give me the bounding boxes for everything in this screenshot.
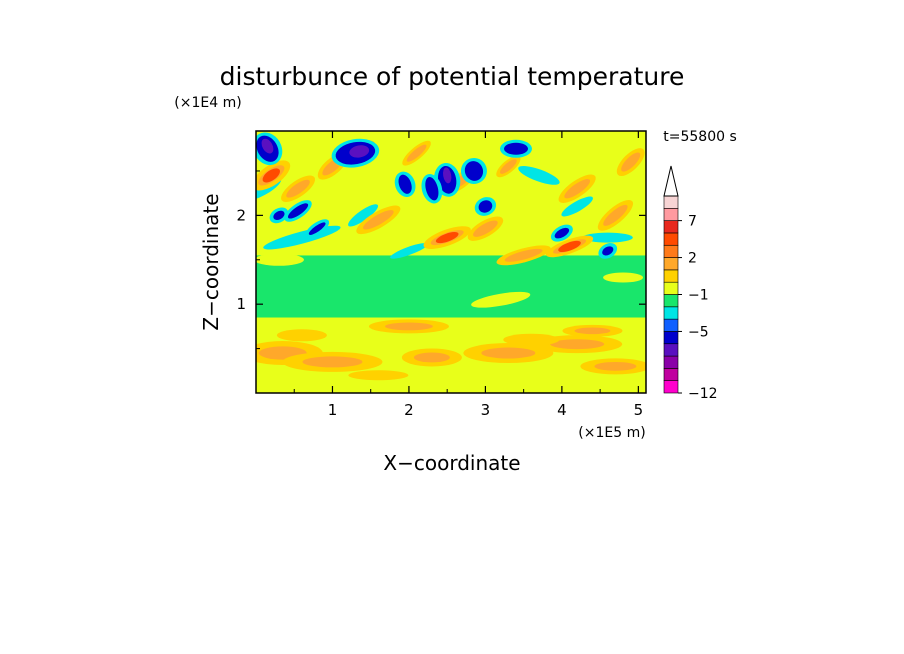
y-tick-label: 1 [236,295,246,313]
time-label: t=55800 s [663,129,737,145]
x-tick-label: 3 [481,401,491,419]
colorbar-swatch [663,331,679,345]
colorbar-label: −1 [688,288,709,304]
colorbar-label: 7 [688,214,697,230]
colorbar-label: −5 [688,324,709,340]
colorbar-swatch [663,281,679,295]
colorbar-label: −12 [688,386,718,402]
x-tick-label: 1 [328,401,338,419]
x-axis: 1 2 3 4 5 [293,131,644,419]
chart-title: disturbunce of potential temperature [220,62,685,91]
y-axis-title: Z−coordinate [199,193,223,330]
colorbar-swatch [663,343,679,357]
colorbar: −12−5−127 [663,165,718,402]
colorbar-swatch [663,232,679,246]
colorbar-swatch [663,318,679,332]
colorbar-swatch [663,355,679,369]
x-tick-label: 2 [404,401,414,419]
colorbar-swatch [663,220,679,234]
colorbar-label: 2 [688,251,697,267]
plot-frame [255,130,647,394]
x-tick-label: 4 [557,401,567,419]
colorbar-extend-arrow [663,165,679,197]
colorbar-swatch [663,195,679,209]
x-unit-label: (×1E5 m) [578,425,645,441]
colorbar-swatch [663,208,679,221]
x-axis-title: X−coordinate [383,451,520,475]
x-tick-label: 5 [634,401,644,419]
y-axis: 12 [236,170,646,350]
colorbar-swatch [663,368,679,381]
contour-field [256,131,646,393]
colorbar-swatch [663,294,679,308]
colorbar-swatch [663,380,679,394]
colorbar-swatch [663,306,679,320]
y-unit-label: (×1E4 m) [174,95,241,111]
colorbar-swatch [663,244,679,258]
colorbar-swatch [663,269,679,283]
y-tick-label: 2 [236,206,246,224]
colorbar-swatch [663,257,679,271]
